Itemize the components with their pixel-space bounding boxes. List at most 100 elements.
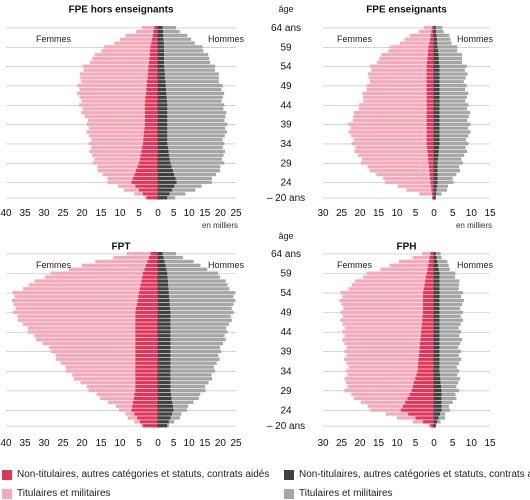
bar-women-tit-2-52	[11, 298, 138, 303]
bar-men-tit-0-30	[169, 157, 222, 161]
bar-women-tit-2-61	[82, 263, 146, 268]
bar-men-tit-3-27	[441, 396, 457, 401]
bar-women-tit-2-21	[134, 420, 140, 424]
bar-women-nontit-3-58	[425, 275, 434, 279]
bar-men-nontit-1-24	[434, 180, 438, 184]
bar-women-nontit-3-33	[416, 373, 434, 377]
bar-men-nontit-0-48	[158, 87, 167, 92]
bar-men-nontit-1-50	[434, 80, 440, 84]
bar-women-nontit-3-49	[422, 310, 434, 314]
x-tick-women-0-6: 10	[114, 208, 126, 219]
bar-women-nontit-0-50	[146, 80, 158, 84]
bar-men-tit-3-21	[437, 420, 441, 424]
bar-men-tit-0-58	[164, 49, 204, 53]
bar-women-tit-2-42	[36, 338, 136, 342]
bar-women-tit-2-47	[17, 318, 136, 322]
bar-men-nontit-1-44	[434, 103, 440, 107]
bar-men-tit-3-32	[440, 377, 461, 381]
bar-women-nontit-2-53	[138, 295, 158, 299]
bar-men-nontit-3-29	[434, 388, 442, 393]
bar-men-tit-1-43	[439, 107, 468, 111]
bar-men-nontit-3-43	[434, 334, 440, 338]
bar-women-tit-3-62	[398, 259, 429, 264]
bar-men-tit-0-21	[169, 192, 186, 196]
bar-women-tit-3-29	[344, 388, 412, 393]
bar-women-nontit-0-44	[144, 103, 158, 107]
age-tick-0-4: 44	[280, 100, 292, 111]
x-tick-men-0-2: 15	[199, 208, 211, 219]
x-tick-women-2-2: 30	[38, 438, 50, 449]
bar-women-tit-3-51	[341, 302, 423, 307]
x-tick-women-0-1: 35	[19, 208, 31, 219]
bar-men-nontit-0-46	[158, 95, 167, 99]
bar-women-tit-1-41	[353, 114, 427, 119]
x-tick-women-2-8: 0	[155, 438, 161, 449]
bar-women-tit-0-47	[77, 91, 146, 95]
men-label-3: Hommes	[457, 260, 494, 270]
bar-men-tit-2-41	[170, 341, 223, 346]
bar-men-tit-1-56	[438, 56, 462, 61]
bar-men-tit-1-44	[439, 103, 469, 107]
x-tick-women-2-5: 15	[95, 438, 107, 449]
bar-women-nontit-1-61	[429, 37, 434, 41]
bar-women-nontit-1-63	[431, 29, 434, 34]
bar-men-tit-0-37	[167, 130, 227, 134]
bar-men-tit-2-31	[170, 381, 209, 385]
x-tick-men-1-0: 5	[450, 208, 456, 219]
bar-men-nontit-3-34	[434, 369, 440, 373]
bar-men-tit-1-26	[437, 172, 457, 177]
bar-women-nontit-3-25	[402, 404, 434, 408]
bar-men-nontit-3-62	[434, 259, 438, 264]
bar-women-nontit-1-20	[432, 196, 434, 200]
bar-men-nontit-0-55	[158, 60, 165, 65]
bar-women-nontit-2-51	[136, 302, 158, 307]
bar-women-nontit-2-27	[133, 396, 158, 401]
bar-women-nontit-0-25	[132, 176, 158, 181]
bar-men-nontit-1-54	[434, 64, 440, 68]
women-label-0: Femmes	[36, 34, 72, 44]
bar-men-tit-3-28	[441, 392, 456, 397]
bar-women-tit-3-63	[412, 255, 430, 260]
bar-women-tit-1-62	[409, 33, 431, 37]
age-tick-0-0: 64 ans	[271, 23, 301, 34]
bar-men-tit-0-26	[174, 172, 217, 177]
bar-women-nontit-1-27	[429, 169, 434, 173]
bar-men-nontit-2-61	[158, 263, 166, 268]
bar-men-nontit-2-38	[158, 353, 171, 357]
bar-women-tit-1-56	[379, 56, 428, 61]
bar-women-nontit-1-55	[426, 60, 434, 65]
bar-men-nontit-3-57	[434, 279, 440, 283]
bar-women-nontit-0-48	[146, 87, 158, 92]
bar-women-nontit-1-34	[426, 142, 434, 146]
bar-women-nontit-2-33	[135, 373, 158, 377]
bar-women-nontit-0-36	[143, 134, 158, 138]
bar-women-tit-2-54	[12, 291, 139, 295]
age-axis-title-0: âge	[278, 4, 293, 14]
bar-men-tit-1-60	[437, 41, 452, 45]
bar-men-nontit-0-41	[158, 114, 168, 119]
bar-women-tit-1-31	[358, 153, 428, 157]
bar-men-nontit-0-51	[158, 76, 166, 80]
bar-men-nontit-1-41	[434, 114, 440, 119]
bar-men-tit-2-54	[168, 291, 236, 295]
bar-men-nontit-0-43	[158, 107, 168, 111]
bar-women-nontit-1-44	[426, 103, 434, 107]
bar-men-nontit-3-41	[434, 341, 440, 346]
bar-men-nontit-2-29	[158, 388, 171, 393]
bar-men-tit-1-46	[439, 95, 467, 99]
bar-women-tit-2-41	[42, 341, 136, 346]
bar-men-tit-1-59	[437, 45, 458, 49]
age-tick-1-4: 44	[280, 327, 292, 338]
bar-women-nontit-0-64	[154, 26, 158, 30]
bar-women-nontit-3-30	[412, 384, 434, 389]
bar-women-nontit-3-43	[420, 334, 434, 338]
bar-women-tit-1-43	[358, 107, 427, 111]
bar-women-nontit-1-33	[426, 145, 434, 150]
bar-women-tit-0-42	[81, 111, 145, 115]
bar-men-nontit-0-62	[158, 33, 164, 37]
bar-men-tit-3-29	[441, 388, 460, 393]
bar-women-nontit-3-29	[411, 388, 434, 393]
bar-women-nontit-2-49	[135, 310, 158, 314]
bar-women-nontit-1-31	[427, 153, 434, 157]
bar-men-tit-3-59	[439, 271, 456, 275]
